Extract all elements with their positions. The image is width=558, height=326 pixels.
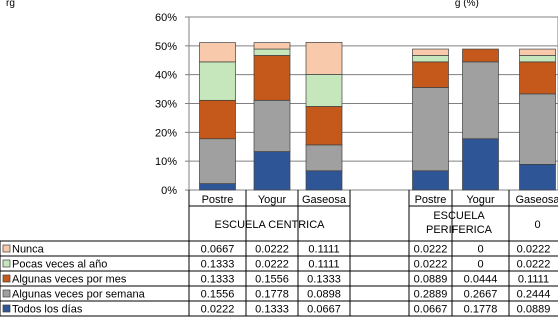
bar-segment xyxy=(519,164,556,191)
table-cell: 0.1333 xyxy=(307,274,341,286)
table-cell: 0.1778 xyxy=(255,289,289,301)
table-cell: 0.1111 xyxy=(518,274,549,286)
bar-segment xyxy=(199,61,236,101)
bar-segment xyxy=(519,55,556,63)
bar-segment xyxy=(253,55,291,101)
table-cell: 0.1333 xyxy=(255,304,289,316)
table-cell: 0.0222 xyxy=(255,259,289,271)
table-cell: 0.2889 xyxy=(414,289,448,301)
category-label: Yogur xyxy=(258,194,287,206)
bar-segment xyxy=(412,87,449,172)
table-cell: 0.1111 xyxy=(308,244,339,256)
y-tick-label: 0% xyxy=(161,185,177,197)
bar-segment xyxy=(462,61,499,140)
legend-key xyxy=(2,259,11,268)
group-label-line: ESCUELA xyxy=(433,210,485,222)
legend-label: Nunca xyxy=(12,244,45,256)
table-cell: 0.0222 xyxy=(517,259,551,271)
table-cell: 0.2667 xyxy=(464,289,498,301)
table-cell: 0.2444 xyxy=(517,289,551,301)
table-cell: 0.1778 xyxy=(464,304,498,316)
table-cell: 0.0222 xyxy=(414,244,448,256)
category-label: Yogur xyxy=(466,194,495,206)
bar-segment xyxy=(519,93,556,165)
bar-segment xyxy=(519,61,556,95)
legend-label: Algunas veces por mes xyxy=(12,274,127,286)
table-cell: 0.1556 xyxy=(255,274,289,286)
table-cell: 0.0222 xyxy=(201,304,235,316)
table-cell: 0.0667 xyxy=(307,304,341,316)
legend-key xyxy=(2,289,11,298)
bar-segment xyxy=(412,170,449,191)
bar-segment xyxy=(412,61,449,88)
bar-segment xyxy=(305,74,343,107)
table-cell: 0.1556 xyxy=(201,289,235,301)
y-tick-label: 30% xyxy=(155,99,177,111)
table-cell: 0.0222 xyxy=(414,259,448,271)
table-cell: 0 xyxy=(477,259,483,271)
bar-segment xyxy=(412,55,449,63)
y-tick-label: 10% xyxy=(155,156,177,168)
y-tick-label: 40% xyxy=(155,70,177,82)
y-tick-label: 60% xyxy=(155,12,177,24)
table-cell: 0.1333 xyxy=(201,259,235,271)
table-cell: 0.0898 xyxy=(307,289,341,301)
bar-segment xyxy=(412,48,449,56)
bar-segment xyxy=(199,99,236,140)
chart-title-right: g (%) xyxy=(454,0,479,9)
chart-title: rg g (%) xyxy=(6,0,558,9)
table-cell: 0.0222 xyxy=(255,244,289,256)
table-cell: 0.0889 xyxy=(517,304,551,316)
y-tick-label: 50% xyxy=(155,41,177,53)
table-cell: 0 xyxy=(477,244,483,256)
group-label-line: PERIFERICA xyxy=(426,224,493,236)
bar-segment xyxy=(199,138,236,184)
category-label: Gaseosa xyxy=(302,194,347,206)
legend-key xyxy=(2,304,11,313)
bar-segment xyxy=(199,183,236,191)
bar-segment xyxy=(253,99,291,152)
bar-segment xyxy=(253,42,291,50)
chart-title-left: rg xyxy=(6,0,15,9)
table-cell: 0.0444 xyxy=(464,274,498,286)
legend-label: Algunas veces por semana xyxy=(12,289,146,301)
table-cell: 0.0667 xyxy=(201,244,235,256)
category-label: Postre xyxy=(415,194,447,206)
bar-segment xyxy=(305,144,343,172)
bar-segment xyxy=(253,48,291,56)
bar-segment xyxy=(462,138,499,191)
legend-key xyxy=(2,274,11,283)
bar-segment xyxy=(305,106,343,146)
table-cell: 0.1333 xyxy=(201,274,235,286)
legend-label: Pocas veces al año xyxy=(12,259,107,271)
category-label: Postre xyxy=(202,194,234,206)
bar-segment xyxy=(253,151,291,191)
table-cell: 0.0667 xyxy=(414,304,448,316)
category-label: Gaseosa xyxy=(515,194,558,206)
legend-label: Todos los días xyxy=(12,304,83,316)
y-tick-label: 20% xyxy=(155,127,177,139)
table-cell: 0.1111 xyxy=(308,259,339,271)
bar-segment xyxy=(462,48,499,63)
table-cell: 0.0889 xyxy=(414,274,448,286)
bar-segment xyxy=(199,42,236,63)
bar-segment xyxy=(305,170,343,191)
bar-segment xyxy=(305,42,343,75)
table-cell: 0.0222 xyxy=(517,244,551,256)
group-label: ESCUELA CENTRICA xyxy=(214,219,325,231)
bar-segment xyxy=(519,48,556,56)
legend-key xyxy=(2,244,11,253)
group-extra-label: 0 xyxy=(534,219,540,231)
